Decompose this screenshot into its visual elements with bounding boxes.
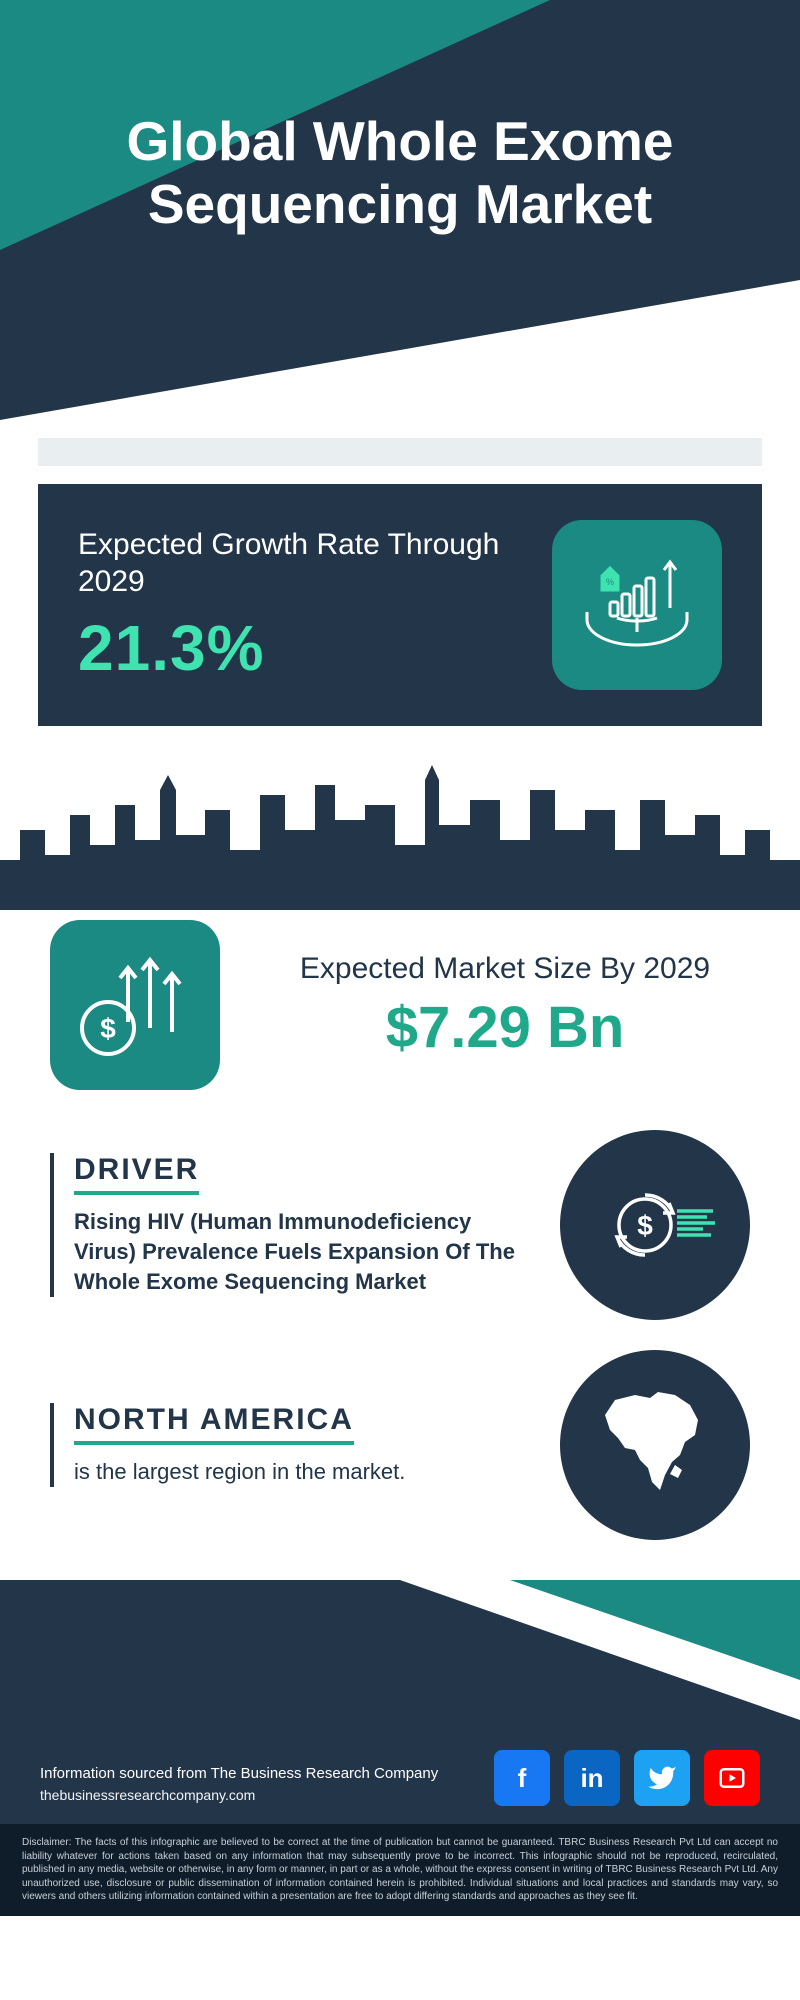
disclaimer: Disclaimer: The facts of this infographi… <box>0 1824 800 1916</box>
footer-source-site: thebusinessresearchcompany.com <box>40 1785 438 1806</box>
region-body: is the largest region in the market. <box>74 1457 530 1487</box>
socials: f in <box>494 1750 760 1806</box>
svg-text:$: $ <box>637 1210 653 1241</box>
dollar-cycle-icon: $ <box>560 1130 750 1320</box>
footer-inner: Information sourced from The Business Re… <box>0 1580 800 1824</box>
growth-rate-label: Expected Growth Rate Through 2029 <box>78 526 522 601</box>
twitter-icon[interactable] <box>634 1750 690 1806</box>
footer-source: Information sourced from The Business Re… <box>40 1763 438 1807</box>
svg-text:%: % <box>606 577 614 587</box>
north-america-icon <box>560 1350 750 1540</box>
svg-text:$: $ <box>100 1013 116 1044</box>
footer: Information sourced from The Business Re… <box>0 1580 800 1824</box>
driver-body: Rising HIV (Human Immunodeficiency Virus… <box>74 1207 530 1296</box>
hero-triangle-white <box>0 280 800 420</box>
market-size-label: Expected Market Size By 2029 <box>260 949 750 988</box>
driver-heading: DRIVER <box>74 1153 199 1195</box>
city-skyline-icon <box>0 760 800 910</box>
market-size-card: $ Expected Market Size By 2029 $7.29 Bn <box>50 920 750 1090</box>
page-title: Global Whole Exome Sequencing Market <box>0 110 800 237</box>
infographic-root: Global Whole Exome Sequencing Market Exp… <box>0 0 800 1916</box>
driver-text: DRIVER Rising HIV (Human Immunodeficienc… <box>50 1153 530 1296</box>
region-heading: NORTH AMERICA <box>74 1403 354 1445</box>
growth-globe-icon: % <box>552 520 722 690</box>
linkedin-icon[interactable]: in <box>564 1750 620 1806</box>
region-body-text: is the largest region in the market. <box>74 1459 405 1484</box>
market-size-text: Expected Market Size By 2029 $7.29 Bn <box>260 949 750 1061</box>
region-section: NORTH AMERICA is the largest region in t… <box>50 1350 750 1540</box>
youtube-icon[interactable] <box>704 1750 760 1806</box>
footer-source-line: Information sourced from The Business Re… <box>40 1763 438 1786</box>
region-text: NORTH AMERICA is the largest region in t… <box>50 1403 530 1487</box>
hero-banner: Global Whole Exome Sequencing Market <box>0 0 800 420</box>
driver-section: DRIVER Rising HIV (Human Immunodeficienc… <box>50 1130 750 1320</box>
market-size-value: $7.29 Bn <box>260 994 750 1061</box>
growth-rate-value: 21.3% <box>78 611 522 685</box>
facebook-icon[interactable]: f <box>494 1750 550 1806</box>
growth-rate-text: Expected Growth Rate Through 2029 21.3% <box>78 526 522 685</box>
gray-band <box>38 438 762 466</box>
growth-rate-card: Expected Growth Rate Through 2029 21.3% … <box>38 484 762 726</box>
dollar-arrows-icon: $ <box>50 920 220 1090</box>
